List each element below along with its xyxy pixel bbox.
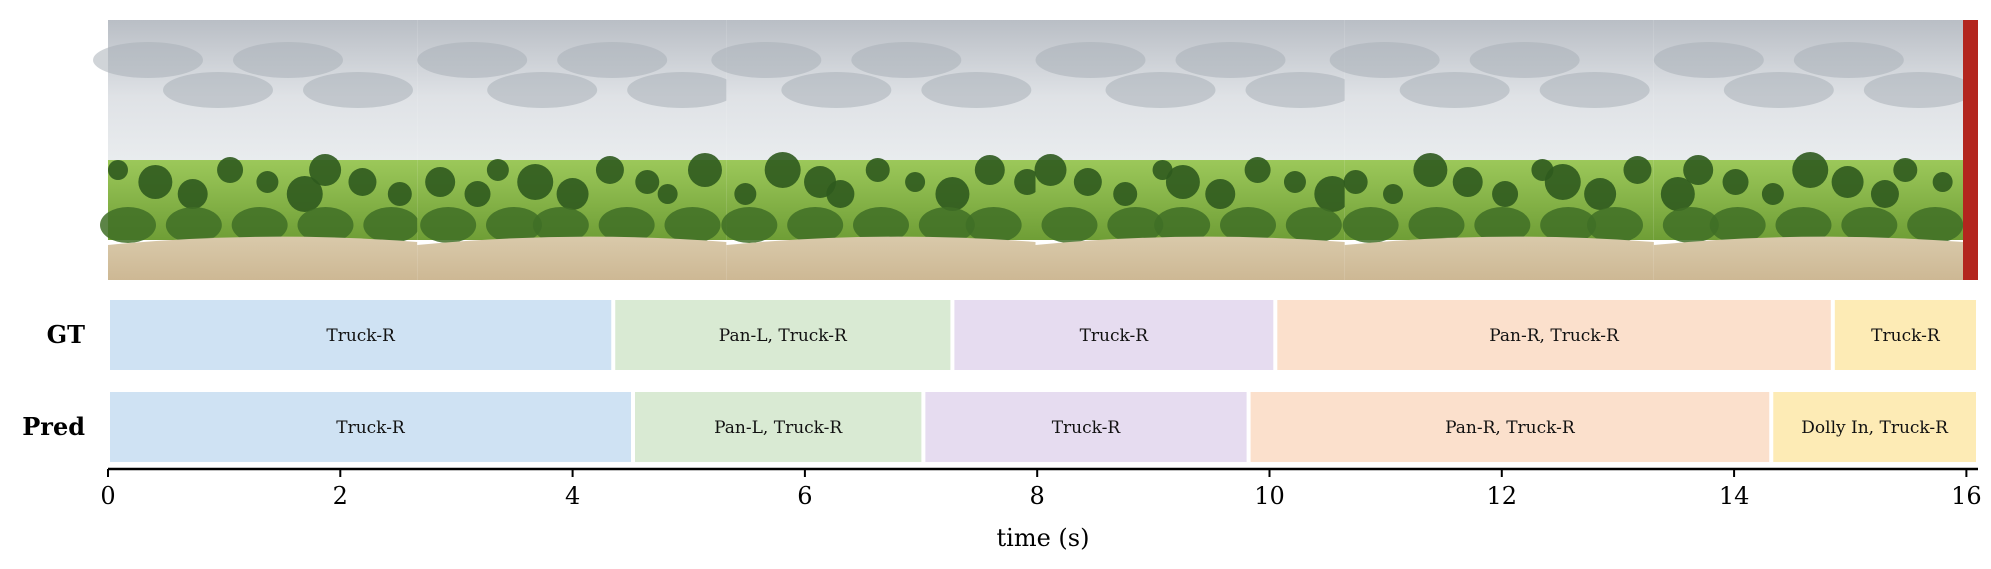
segment-label: Truck-R (336, 418, 406, 438)
row-label-gt: GT (47, 320, 85, 349)
segment-gt-3 (1277, 300, 1831, 370)
segment-pred-3 (1250, 392, 1770, 462)
video-frame (711, 20, 1041, 280)
video-filmstrip (93, 20, 1978, 280)
segment-label: Pan-L, Truck-R (719, 326, 848, 346)
video-frame (93, 20, 420, 280)
segment-pred-0 (110, 392, 631, 462)
segment-gt-4 (1834, 300, 1976, 370)
x-axis: 0 2 4 6 8 10 12 14 16 time (s) (100, 467, 1982, 552)
segment-label: Pan-R, Truck-R (1489, 326, 1620, 346)
segment-label: Truck-R (1871, 326, 1941, 346)
video-frame (1034, 20, 1356, 280)
segment-label: Truck-R (1052, 418, 1122, 438)
x-tick-label: 10 (1254, 482, 1285, 510)
x-axis-title: time (s) (997, 524, 1090, 552)
video-frame (1653, 20, 1974, 280)
segment-label: Dolly In, Truck-R (1801, 418, 1949, 438)
x-tick-label: 12 (1487, 482, 1518, 510)
video-frame (417, 20, 738, 280)
row-label-pred: Pred (22, 412, 85, 441)
x-tick-label: 2 (333, 482, 348, 510)
segment-pred-4 (1773, 392, 1976, 462)
segment-gt-2 (954, 300, 1274, 370)
x-tick-label: 8 (1030, 482, 1045, 510)
segment-label: Truck-R (326, 326, 396, 346)
x-tick-label: 4 (565, 482, 580, 510)
segment-pred-1 (634, 392, 922, 462)
x-tick-label: 6 (797, 482, 812, 510)
segment-gt-0 (110, 300, 612, 370)
frame-edge-strip (1963, 20, 1978, 280)
video-frame (1329, 20, 1654, 280)
segment-label: Pan-L, Truck-R (714, 418, 843, 438)
segment-pred-2 (925, 392, 1247, 462)
segment-label: Pan-R, Truck-R (1445, 418, 1576, 438)
segment-label: Truck-R (1080, 326, 1150, 346)
x-tick-label: 16 (1951, 482, 1982, 510)
timeline-rows: GT Truck-R Pan-L, Truck-R Truck-R Pan-R, Tru… (22, 300, 1976, 462)
x-tick-label: 0 (100, 482, 115, 510)
segment-gt-1 (615, 300, 951, 370)
x-tick-label: 14 (1719, 482, 1750, 510)
